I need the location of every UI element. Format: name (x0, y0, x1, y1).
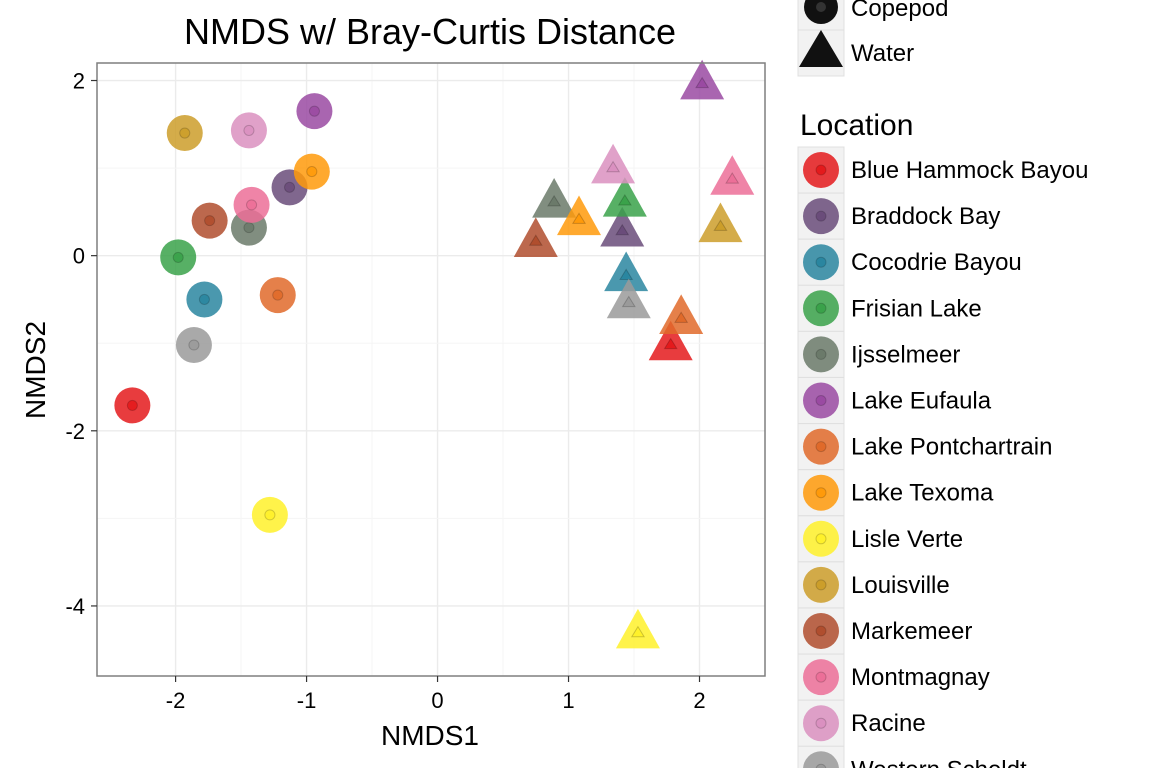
plot-area (96, 59, 766, 677)
location-legend-swatch (803, 751, 839, 768)
plot-background (97, 63, 765, 676)
legend-title: Location (800, 109, 913, 142)
location-legend-swatch-center (815, 210, 827, 222)
location-legend-label: Ijsselmeer (851, 341, 960, 368)
water-point-center (621, 295, 636, 308)
copepod-point-center (126, 399, 138, 411)
location-legend-label: Cocodrie Bayou (851, 249, 1022, 276)
copepod-point-center (272, 289, 284, 301)
y-tick-label: 0 (73, 244, 85, 269)
chart-title: NMDS w/ Bray-Curtis Distance (184, 11, 676, 52)
location-legend-swatch-center (815, 763, 827, 768)
y-axis-title: NMDS2 (20, 321, 51, 419)
location-legend-swatch-center (815, 395, 827, 406)
shape-legend-label: Copepod (851, 0, 948, 22)
water-point-center (619, 268, 634, 280)
copepod-point-center (308, 105, 320, 117)
location-legend-swatch-center (815, 441, 827, 453)
location-legend-label: Montmagnay (851, 664, 990, 691)
plot-border (96, 62, 766, 677)
location-legend: Location Blue Hammock Bayou Braddock Bay C… (797, 109, 1088, 768)
location-legend-label: Blue Hammock Bayou (851, 157, 1088, 184)
x-tick-label: -1 (297, 688, 317, 713)
location-legend-label: Western Scheldt (851, 756, 1027, 768)
copepod-point-center (264, 509, 276, 521)
location-legend-label: Louisville (851, 572, 950, 599)
location-legend-swatch-center (815, 671, 827, 683)
water-point-center (528, 234, 543, 246)
location-legend-label: Markemeer (851, 618, 972, 645)
location-legend-label: Braddock Bay (851, 203, 1000, 230)
location-legend-swatch-center (815, 164, 827, 176)
location-legend-label: Lisle Verte (851, 526, 963, 553)
copepod-point-center (246, 199, 258, 211)
copepod-point-center (172, 251, 184, 263)
water-point-center (571, 212, 587, 224)
location-legend-swatch-center (815, 348, 827, 360)
y-tick-label: -4 (65, 594, 85, 619)
copepod-point-center (198, 293, 210, 305)
location-legend-swatch-center (815, 487, 827, 499)
y-tick-label: 2 (73, 69, 85, 94)
location-legend-label: Lake Pontchartrain (851, 434, 1052, 461)
water-point-center (725, 172, 740, 184)
y-tick-label: -2 (65, 419, 85, 444)
copepod-point-center (243, 124, 255, 136)
water-point-center (617, 193, 632, 206)
copepod-point-center (306, 166, 318, 178)
location-legend-swatch-center (815, 717, 827, 729)
location-legend-swatch-center (815, 302, 827, 314)
gridlines (97, 63, 765, 676)
water-point-center (547, 194, 562, 207)
copepod-point-center (179, 127, 191, 139)
x-axis-title: NMDS1 (381, 720, 479, 751)
copepod-point-center (204, 215, 216, 227)
location-legend-label: Frisian Lake (851, 295, 982, 322)
water-point-center (713, 219, 728, 231)
water-point-center (663, 337, 678, 350)
water-point-center (695, 76, 710, 89)
triangle-legend-icon (799, 30, 843, 67)
copepod-point-center (188, 339, 200, 351)
shape-legend-label: Water (851, 40, 914, 67)
copepod-point-center (284, 181, 296, 193)
x-tick-label: -2 (166, 688, 186, 713)
shape-legend: Copepod Water (797, 0, 948, 77)
data-points (114, 59, 755, 649)
x-tick-label: 0 (431, 688, 443, 713)
water-point-center (606, 160, 621, 173)
water-point-center (630, 625, 646, 638)
location-legend-label: Lake Texoma (851, 480, 994, 507)
location-legend-swatch-center (815, 533, 827, 545)
copepod-point-center (243, 222, 255, 234)
water-point-center (615, 223, 630, 236)
x-tick-label: 1 (562, 688, 574, 713)
location-legend-swatch-center (815, 256, 827, 268)
location-legend-label: Lake Eufaula (851, 388, 992, 415)
location-legend-swatch-center (815, 625, 827, 637)
x-tick-label: 2 (693, 688, 705, 713)
location-legend-label: Racine (851, 710, 926, 737)
circle-legend-icon-center (816, 2, 826, 12)
axes: -2 -1 0 1 2 2 0 -2 -4 (65, 69, 705, 713)
water-point-center (674, 311, 689, 323)
location-legend-swatch-center (815, 579, 827, 591)
